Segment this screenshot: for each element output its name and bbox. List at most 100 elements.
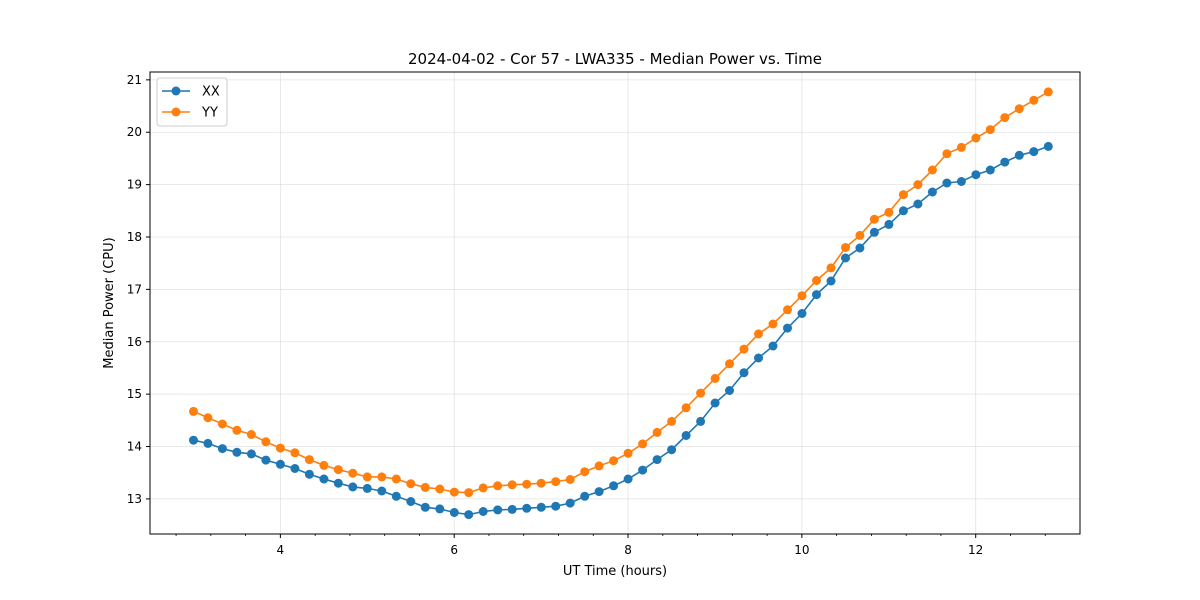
data-point-yy (333, 465, 343, 475)
data-point-xx (261, 455, 271, 465)
data-point-xx (898, 206, 908, 216)
data-point-yy (435, 484, 445, 494)
data-point-xx (1000, 157, 1010, 167)
data-point-xx (290, 464, 300, 473)
data-point-yy (304, 455, 314, 465)
data-point-xx (232, 447, 242, 457)
data-point-xx (406, 497, 416, 506)
legend-label-yy: YY (201, 106, 218, 121)
data-point-yy (652, 427, 662, 437)
data-point-yy (493, 481, 503, 491)
data-point-xx (956, 177, 966, 186)
data-point-xx (420, 502, 430, 512)
data-point-xx (435, 504, 445, 514)
data-point-xx (377, 486, 387, 496)
data-point-xx (884, 219, 894, 229)
data-point-xx (449, 508, 459, 517)
data-point-xx (638, 465, 648, 475)
data-point-xx (841, 253, 850, 263)
data-point-xx (522, 503, 532, 513)
data-point-xx (594, 487, 604, 497)
data-point-xx (942, 178, 952, 188)
data-point-yy (189, 406, 198, 416)
data-point-xx (1029, 147, 1039, 157)
data-point-xx (855, 243, 865, 253)
legend: XX YY (156, 77, 228, 127)
x-tick-label: 4 (277, 543, 285, 557)
data-point-xx (754, 353, 763, 363)
x-tick-label: 8 (624, 543, 632, 557)
data-point-yy (971, 133, 981, 143)
data-point-yy (594, 461, 604, 471)
data-point-yy (956, 142, 966, 152)
data-point-xx (797, 309, 807, 318)
data-point-yy (507, 480, 517, 490)
data-point-yy (377, 472, 387, 482)
y-axis: 13 14 15 16 17 18 19 20 21 (127, 73, 150, 506)
data-point-xx (580, 491, 590, 501)
data-point-xx (464, 510, 474, 520)
data-point-yy (739, 344, 749, 354)
data-point-yy (464, 488, 474, 498)
data-point-yy (319, 460, 329, 470)
data-point-xx (189, 435, 198, 445)
data-point-xx (985, 165, 995, 175)
data-point-yy (942, 149, 952, 159)
data-point-xx (710, 398, 720, 408)
data-point-yy (898, 190, 908, 200)
data-point-xx (783, 323, 792, 333)
data-point-yy (217, 419, 227, 429)
y-tick-label: 20 (127, 125, 142, 139)
data-point-yy (797, 291, 807, 301)
data-point-yy (913, 180, 923, 190)
data-point-yy (420, 482, 430, 492)
data-point-xx (319, 474, 329, 484)
data-point-xx (493, 505, 503, 515)
data-point-yy (927, 165, 937, 175)
plot-frame (149, 71, 1081, 535)
data-point-xx (609, 481, 619, 491)
y-tick-label: 15 (127, 387, 142, 401)
data-point-xx (1043, 141, 1053, 151)
data-point-yy (783, 305, 792, 315)
data-point-xx (739, 368, 749, 378)
data-point-yy (884, 207, 894, 217)
data-point-yy (768, 319, 778, 329)
data-point-yy (667, 416, 677, 426)
data-point-yy (725, 359, 734, 369)
data-point-xx (725, 386, 734, 395)
data-point-yy (1014, 104, 1024, 114)
x-tick-label: 12 (968, 543, 983, 557)
data-point-yy (1029, 95, 1039, 105)
data-point-yy (246, 430, 256, 439)
data-point-xx (971, 170, 981, 180)
data-point-yy (565, 475, 575, 484)
y-tick-label: 16 (127, 335, 142, 349)
x-tick-label: 6 (450, 543, 458, 557)
data-point-yy (522, 479, 532, 489)
data-point-xx (826, 276, 836, 286)
x-axis-label: UT Time (hours) (563, 564, 667, 579)
data-point-xx (536, 502, 546, 512)
data-point-yy (232, 425, 242, 435)
data-point-yy (1000, 113, 1010, 123)
data-point-xx (869, 227, 879, 237)
data-point-xx (1014, 150, 1024, 160)
y-tick-label: 14 (127, 440, 142, 454)
data-point-xx (551, 501, 561, 511)
data-point-xx (348, 482, 358, 492)
data-point-yy (826, 263, 836, 273)
series-layer (189, 87, 1053, 520)
y-tick-label: 17 (127, 282, 142, 296)
y-tick-label: 13 (127, 492, 142, 506)
y-tick-label: 21 (127, 73, 142, 87)
data-point-yy (869, 214, 879, 224)
data-point-yy (1043, 87, 1053, 97)
data-point-yy (855, 230, 865, 240)
legend-marker-yy (171, 107, 181, 117)
data-point-yy (580, 467, 590, 477)
data-point-xx (246, 449, 256, 459)
data-point-xx (681, 431, 691, 440)
data-point-xx (623, 474, 633, 484)
data-point-xx (696, 416, 706, 426)
